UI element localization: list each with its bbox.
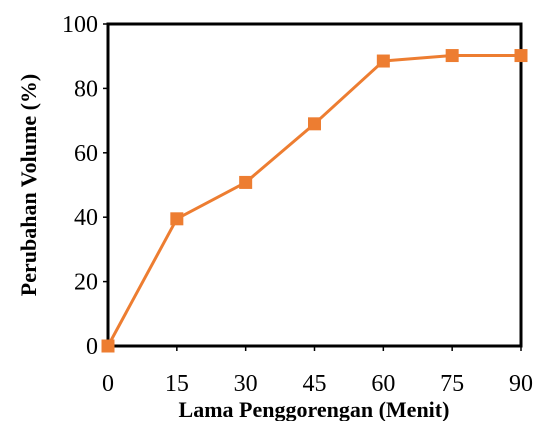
y-tick-label: 100 [62,12,98,38]
data-point-marker [376,54,390,68]
x-axis-tick-labels: 0 15 30 45 60 75 90 [102,346,533,397]
x-tick-label: 0 [102,371,114,397]
data-point-marker [445,49,459,63]
y-axis-tick-labels: 0 20 40 60 80 100 [62,12,108,360]
plot-area-frame [106,22,523,348]
x-tick-label: 90 [509,371,533,397]
y-tick-label: 20 [74,270,98,296]
x-axis-title: Lama Penggorengan (Menit) [179,397,450,421]
x-tick-label: 60 [371,371,395,397]
y-tick-label: 40 [74,205,98,231]
series-layer [101,49,528,353]
x-tick-label: 15 [165,371,189,397]
y-axis-title: Perubahan Volume (%) [16,74,41,296]
y-tick-label: 0 [86,334,98,360]
y-tick-label: 80 [74,76,98,102]
data-point-marker [101,339,115,353]
x-tick-label: 75 [440,371,464,397]
data-point-marker [514,49,528,63]
data-point-marker [170,212,184,226]
y-tick-label: 60 [74,141,98,167]
x-tick-label: 30 [234,371,258,397]
data-point-marker [239,175,253,189]
series-line [106,54,521,347]
x-tick-label: 45 [303,371,327,397]
data-point-marker [308,117,321,131]
